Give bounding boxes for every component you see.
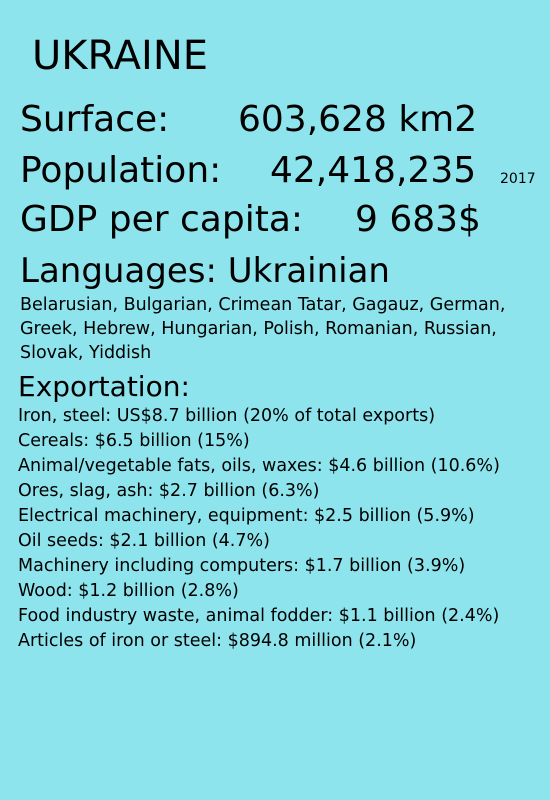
- exportation-heading: Exportation:: [18, 370, 190, 403]
- export-item: Iron, steel: US$8.7 billion (20% of tota…: [18, 406, 436, 426]
- export-item: Cereals: $6.5 billion (15%): [18, 431, 250, 451]
- exportation-list: Iron, steel: US$8.7 billion (20% of tota…: [18, 404, 538, 654]
- surface-label: Surface:: [20, 99, 170, 140]
- surface-row: Surface: 603,628 km2: [20, 97, 477, 143]
- export-item: Machinery including computers: $1.7 bill…: [18, 556, 466, 576]
- country-title: UKRAINE: [32, 33, 209, 79]
- population-year: 2017: [500, 171, 536, 187]
- export-item: Ores, slag, ash: $2.7 billion (6.3%): [18, 481, 320, 501]
- population-label: Population:: [20, 150, 222, 191]
- population-row: Population: 42,418,235: [20, 148, 476, 194]
- export-item: Wood: $1.2 billion (2.8%): [18, 581, 239, 601]
- languages-others: Belarusian, Bulgarian, Crimean Tatar, Ga…: [20, 295, 506, 363]
- surface-value: 603,628 km2: [238, 99, 478, 140]
- export-item: Electrical machinery, equipment: $2.5 bi…: [18, 506, 475, 526]
- gdp-row: GDP per capita: 9 683$: [20, 197, 481, 243]
- gdp-value: 9 683$: [355, 199, 481, 240]
- export-item: Oil seeds: $2.1 billion (4.7%): [18, 531, 270, 551]
- export-item: Articles of iron or steel: $894.8 millio…: [18, 631, 417, 651]
- export-item: Food industry waste, animal fodder: $1.1…: [18, 606, 500, 626]
- population-value: 42,418,235: [270, 150, 477, 191]
- export-item: Animal/vegetable fats, oils, waxes: $4.6…: [18, 456, 500, 476]
- gdp-label: GDP per capita:: [20, 199, 304, 240]
- languages-heading: Languages: Ukrainian: [20, 251, 390, 291]
